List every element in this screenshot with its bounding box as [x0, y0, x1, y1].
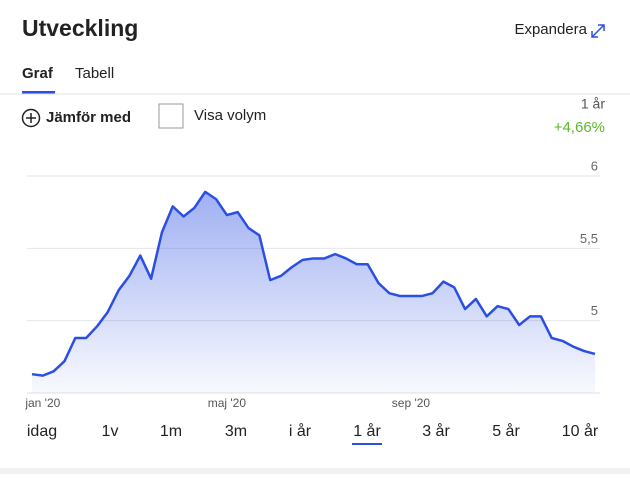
range-button[interactable]: idag	[27, 423, 57, 440]
range-button[interactable]: i år	[289, 422, 312, 440]
volume-label[interactable]: Visa volym	[194, 107, 266, 124]
line	[31, 190, 596, 377]
change: +4,66%	[554, 119, 605, 136]
y-tick-label: 5,5	[580, 231, 598, 246]
tab[interactable]: Tabell	[75, 65, 114, 82]
y-tick-label: 6	[591, 158, 598, 173]
range-button[interactable]: 5 år	[492, 422, 520, 440]
range-button[interactable]: 1v	[102, 423, 119, 440]
range-underline	[352, 443, 382, 445]
x-tick-label: jan '20	[24, 396, 60, 410]
range-button[interactable]: 3 år	[422, 422, 450, 440]
y-tick-label: 5	[591, 303, 598, 318]
checkbox[interactable]	[158, 103, 184, 129]
period: 1 år	[581, 96, 605, 112]
expand-icon[interactable]	[591, 24, 605, 38]
area	[32, 191, 595, 393]
title: Utveckling	[22, 15, 138, 41]
tab-underline	[22, 91, 55, 94]
x-tick-label: maj '20	[208, 396, 247, 410]
tab-active[interactable]: Graf	[22, 65, 54, 82]
x-tick-label: sep '20	[392, 396, 431, 410]
range-button[interactable]: 1 år	[353, 422, 381, 440]
compare[interactable]: Jämför med	[46, 109, 131, 126]
footer-bar	[0, 468, 630, 474]
range-button[interactable]: 10 år	[562, 422, 599, 440]
compare-icon[interactable]	[21, 108, 41, 128]
range-button[interactable]: 3m	[225, 423, 247, 440]
range-button[interactable]: 1m	[160, 423, 182, 440]
expand[interactable]: Expandera	[514, 21, 587, 38]
